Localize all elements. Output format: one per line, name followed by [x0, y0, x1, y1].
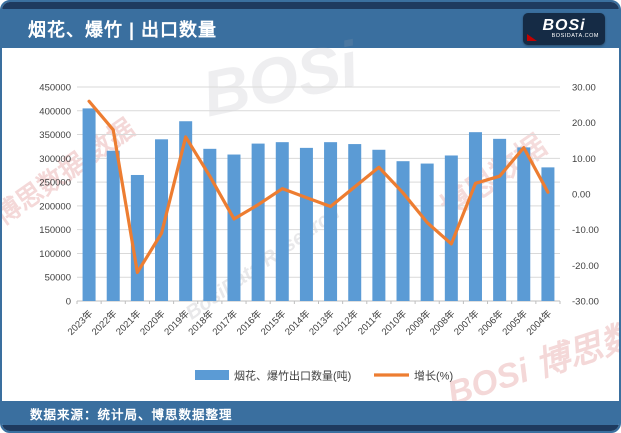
bosi-logo[interactable]: BOSi BOSIDATA.COM: [523, 12, 605, 45]
bar-2016年: [251, 143, 265, 301]
footer: 数据来源：统计局、博思数据整理: [2, 401, 619, 425]
bar-2013年: [324, 142, 338, 301]
bar-2010年: [396, 161, 410, 301]
bar-2004年: [541, 167, 555, 301]
legend-bar-label: 烟花、爆竹出口数量(吨): [234, 369, 351, 383]
x-axis-label: 2020年: [137, 307, 168, 338]
bosi-logo-wedge-icon: [527, 33, 537, 41]
x-axis-label: 2008年: [427, 307, 458, 338]
left-axis-tick-label: 400000: [39, 106, 71, 117]
data-source-text: 数据来源：统计局、博思数据整理: [30, 407, 233, 422]
bar-2019年: [179, 121, 193, 302]
x-axis-label: 2022年: [89, 307, 120, 338]
bar-2012年: [348, 144, 362, 301]
bar-2011年: [372, 149, 386, 301]
x-axis-label: 2006年: [476, 307, 507, 338]
bar-2015年: [275, 142, 289, 301]
x-axis-label: 2010年: [379, 307, 410, 338]
left-axis-tick-label: 250000: [39, 178, 71, 189]
legend-bar-swatch: [195, 370, 229, 380]
left-axis-tick-label: 150000: [39, 225, 71, 236]
x-axis-label: 2007年: [451, 307, 482, 338]
bar-2009年: [420, 163, 434, 301]
x-axis-label: 2014年: [282, 307, 313, 338]
bar-2005年: [517, 147, 531, 301]
right-axis-tick-label: -20.00: [572, 261, 599, 272]
bar-2007年: [468, 132, 482, 301]
growth-line: [87, 99, 550, 275]
x-axis-label: 2016年: [234, 307, 265, 338]
combo-chart: 0 50000 100000 150000 200000 250000 300000 3500…: [39, 83, 599, 383]
bar-2017年: [227, 154, 241, 301]
left-axis-tick-label: 300000: [39, 154, 71, 165]
bar-2022年: [106, 150, 120, 301]
bar-2020年: [155, 139, 169, 301]
left-axis-tick-label: 350000: [39, 130, 71, 141]
x-axis-label: 2005年: [500, 307, 531, 338]
header-top-strip: [2, 2, 619, 9]
right-axis-tick-label: 20.00: [572, 118, 596, 129]
right-axis-tick-label: 10.00: [572, 154, 596, 165]
bosi-logo-text: BOSi: [542, 16, 586, 34]
bar-2023年: [82, 108, 96, 302]
x-axis-label: 2018年: [186, 307, 217, 338]
left-axis-tick-label: 50000: [45, 273, 71, 284]
right-axis-tick-label: 30.00: [572, 83, 596, 94]
x-axis-label: 2023年: [65, 307, 96, 338]
x-axis-label: 2021年: [113, 307, 144, 338]
bosi-logo-subtext: BOSIDATA.COM: [551, 32, 599, 39]
left-axis-tick-label: 450000: [39, 83, 71, 94]
bar-2014年: [299, 147, 313, 301]
footer-bottom-strip: [2, 425, 619, 431]
left-axis-tick-label: 0: [66, 297, 71, 308]
x-axis-label: 2015年: [258, 307, 289, 338]
bar-2006年: [493, 138, 507, 301]
bar-2008年: [444, 155, 458, 301]
left-axis-tick-label: 200000: [39, 201, 71, 212]
bar-2018年: [203, 148, 217, 301]
right-axis-tick-label: 0.00: [572, 190, 591, 201]
left-axis-tick-label: 100000: [39, 249, 71, 260]
x-axis-label: 2004年: [524, 307, 555, 338]
legend-line-label: 增长(%): [414, 369, 453, 383]
right-axis-tick-label: -10.00: [572, 225, 599, 236]
right-axis-tick-label: -30.00: [572, 297, 599, 308]
x-axis-label: 2013年: [307, 307, 338, 338]
x-axis-label: 2009年: [403, 307, 434, 338]
x-axis-label: 2011年: [355, 307, 385, 337]
x-axis-label: 2017年: [210, 307, 241, 338]
x-axis-label: 2012年: [331, 307, 362, 338]
x-axis-label: 2019年: [162, 307, 193, 338]
page-title: 烟花、爆竹 | 出口数量: [28, 19, 218, 40]
header: 烟花、爆竹 | 出口数量 BOSi BOSIDATA.COM: [2, 9, 619, 48]
